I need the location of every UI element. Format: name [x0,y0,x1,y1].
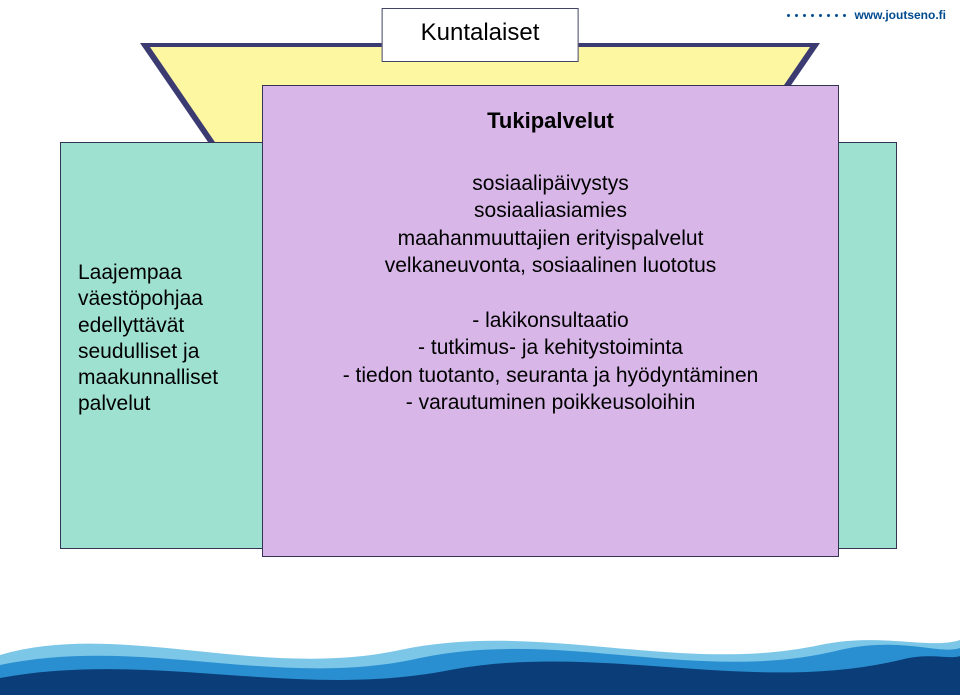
dot-icon [843,14,846,17]
left-line: seudulliset ja [78,339,258,365]
header-dots [787,14,846,17]
site-url: www.joutseno.fi [854,8,946,22]
dot-icon [787,14,790,17]
purple-line: - lakikonsultaatio [263,307,838,334]
kuntalaiset-box: Kuntalaiset [382,8,579,62]
left-line: palvelut [78,391,258,417]
left-line: väestöpohjaa [78,286,258,312]
dot-icon [795,14,798,17]
kuntalaiset-label: Kuntalaiset [421,19,540,46]
purple-line: sosiaalipäivystys [263,170,838,197]
left-line: Laajempaa [78,260,258,286]
purple-line: velkaneuvonta, sosiaalinen luototus [263,252,838,279]
dot-icon [835,14,838,17]
left-text-block: Laajempaa väestöpohjaa edellyttävät seud… [78,260,258,418]
purple-line: sosiaaliasiamies [263,197,838,224]
dot-icon [819,14,822,17]
left-line: maakunnalliset [78,365,258,391]
purple-panel: Tukipalvelut sosiaalipäivystys sosiaalia… [262,85,839,557]
dot-icon [803,14,806,17]
purple-line: maahanmuuttajien erityispalvelut [263,225,838,252]
purple-line: - tutkimus- ja kehitystoiminta [263,334,838,361]
slide-stage: www.joutseno.fi Kuntalaiset Laajempaa vä… [0,0,960,695]
dot-icon [811,14,814,17]
purple-line: - varautuminen poikkeusoloihin [263,389,838,416]
left-line: edellyttävät [78,313,258,339]
header-right: www.joutseno.fi [787,8,946,22]
purple-line: - tiedon tuotanto, seuranta ja hyödyntäm… [263,362,838,389]
dot-icon [827,14,830,17]
purple-title: Tukipalvelut [263,108,838,134]
purple-body: sosiaalipäivystys sosiaaliasiamies maaha… [263,170,838,416]
wave-icon [0,600,960,695]
